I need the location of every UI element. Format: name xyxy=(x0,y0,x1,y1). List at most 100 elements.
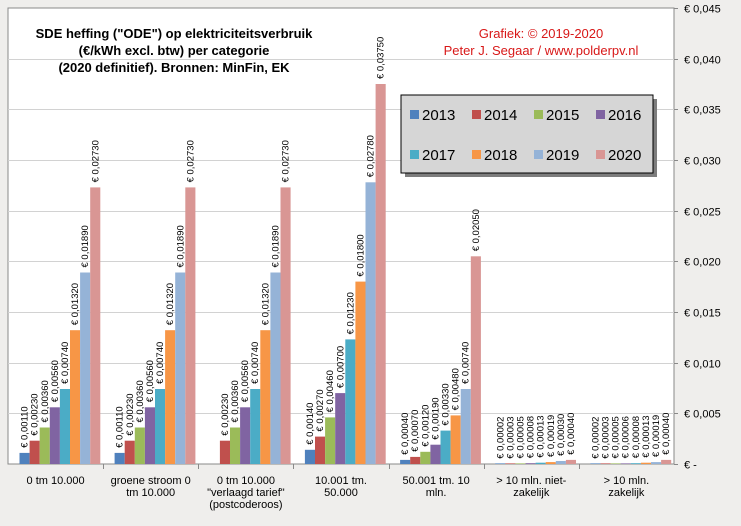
y-tick-label: € 0,045 xyxy=(684,4,721,16)
data-label: € 0,03750 xyxy=(376,37,387,79)
data-label: € 0,00019 xyxy=(651,415,662,457)
data-label: € 0,02050 xyxy=(471,209,482,251)
data-label: € 0,00019 xyxy=(546,415,557,457)
data-label: € 0,00110 xyxy=(20,406,31,448)
bar xyxy=(315,436,326,464)
credit-line: Grafiek: © 2019-2020 xyxy=(479,26,603,41)
data-label: € 0,01320 xyxy=(70,283,81,325)
data-label: € 0,00330 xyxy=(441,383,452,425)
bar xyxy=(555,461,566,464)
bar xyxy=(545,462,556,464)
data-label: € 0,00560 xyxy=(145,360,156,402)
x-tick-label: 0 tm 10.000 xyxy=(217,475,275,487)
data-label: € 0,00120 xyxy=(420,405,431,447)
x-axis-labels: 0 tm 10.000 groene stroom 0tm 10.000 0 tm … xyxy=(27,475,650,511)
data-label: € 0,00005 xyxy=(611,416,622,458)
y-tick-label: € 0,040 xyxy=(684,55,721,67)
data-label: € 0,00040 xyxy=(400,413,411,455)
bar xyxy=(59,389,70,464)
y-tick-label: € 0,010 xyxy=(684,359,721,371)
bar xyxy=(375,84,386,464)
bar xyxy=(661,459,672,464)
data-label: € 0,00360 xyxy=(135,380,146,422)
x-tick-label: (postcoderoos) xyxy=(209,499,282,511)
data-label: € 0,00013 xyxy=(641,415,652,457)
data-label: € 0,00560 xyxy=(50,360,61,402)
data-label: € 0,01890 xyxy=(270,225,281,267)
data-label: € 0,00740 xyxy=(250,342,261,384)
axes xyxy=(103,8,678,469)
bar xyxy=(651,462,662,464)
bar xyxy=(304,449,315,464)
data-label: € 0,00460 xyxy=(325,370,336,412)
x-tick-label: 10.001 tm. xyxy=(315,475,367,487)
data-label: € 0,00006 xyxy=(621,416,632,458)
bar xyxy=(600,463,611,464)
bar xyxy=(620,463,631,464)
bar xyxy=(280,187,291,464)
x-tick-label: mln. xyxy=(426,487,447,499)
data-label: € 0,00360 xyxy=(230,380,241,422)
bar xyxy=(124,440,135,464)
legend-swatch xyxy=(410,150,419,159)
data-label: € 0,01230 xyxy=(345,292,356,334)
legend-box xyxy=(400,94,654,174)
data-label: € 0,02730 xyxy=(185,140,196,182)
bar xyxy=(240,407,251,464)
data-label: € 0,00002 xyxy=(590,417,601,459)
data-label: € 0,00230 xyxy=(30,393,41,435)
data-label: € 0,00110 xyxy=(115,406,126,448)
bar xyxy=(430,444,441,464)
x-tick-label: zakelijk xyxy=(608,487,645,499)
legend-swatch xyxy=(472,110,481,119)
legend-label: 2018 xyxy=(484,147,517,164)
title-line: (2020 definitief). Bronnen: MinFin, EK xyxy=(58,60,290,75)
legend-label: 2017 xyxy=(422,147,455,164)
data-label: € 0,00008 xyxy=(526,416,537,458)
bar xyxy=(355,281,366,464)
data-label: € 0,02780 xyxy=(366,135,377,177)
credit-line: Peter J. Segaar / www.polderpv.nl xyxy=(444,43,639,58)
bar xyxy=(565,459,576,464)
bar xyxy=(260,330,271,464)
bar xyxy=(134,427,145,464)
x-tick-label: "verlaagd tarief" xyxy=(207,487,285,499)
data-label: € 0,00360 xyxy=(40,380,51,422)
x-tick-label: groene stroom 0 xyxy=(111,475,191,487)
data-label: € 0,01890 xyxy=(80,225,91,267)
legend-label: 2013 xyxy=(422,107,455,124)
bars xyxy=(19,84,672,465)
y-tick-label: € 0,005 xyxy=(684,409,721,421)
bar xyxy=(525,463,536,464)
y-tick-label: € - xyxy=(684,460,697,472)
chart-title: SDE heffing ("ODE") op elektriciteitsver… xyxy=(36,26,313,75)
plot-background xyxy=(7,7,675,465)
legend-swatch xyxy=(410,110,419,119)
x-tick-label: 50.000 xyxy=(324,487,358,499)
data-label: € 0,00230 xyxy=(125,393,136,435)
data-label: € 0,00003 xyxy=(601,416,612,458)
data-label: € 0,00002 xyxy=(495,417,506,459)
bar xyxy=(460,389,471,464)
legend-label: 2019 xyxy=(546,147,579,164)
bar xyxy=(185,187,196,464)
x-tick-label: tm 10.000 xyxy=(126,487,175,499)
value-labels: € 0,00110€ 0,00230 € 0,00360 € 0,00560 € 0,… xyxy=(20,37,672,459)
data-label: € 0,01320 xyxy=(260,283,271,325)
legend-label: 2014 xyxy=(484,107,517,124)
legend-swatch xyxy=(472,150,481,159)
bar xyxy=(440,430,451,464)
data-label: € 0,01890 xyxy=(175,225,186,267)
bar xyxy=(90,187,101,464)
data-label: € 0,00700 xyxy=(335,346,346,388)
bar xyxy=(219,440,230,464)
bar xyxy=(29,440,40,464)
x-tick-label: > 10 mln. xyxy=(604,475,650,487)
data-label: € 0,00140 xyxy=(305,403,316,445)
bar xyxy=(400,459,411,464)
bar xyxy=(335,393,346,464)
data-label: € 0,00190 xyxy=(430,397,441,439)
data-label: € 0,00040 xyxy=(661,413,672,455)
legend-swatch xyxy=(596,110,605,119)
